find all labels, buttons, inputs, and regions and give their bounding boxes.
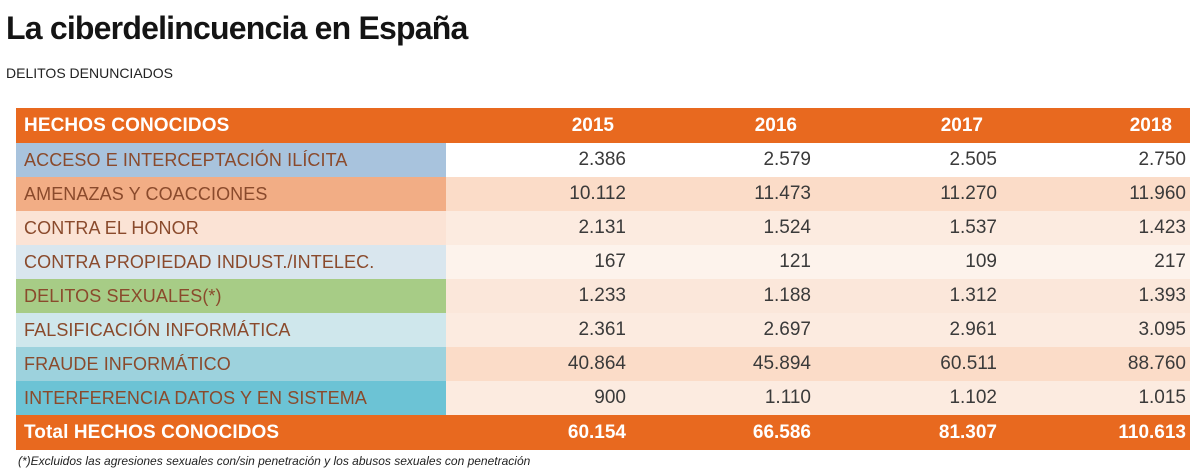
row-label: INTERFERENCIA DATOS Y EN SISTEMA — [16, 381, 446, 415]
table-header-row: HECHOS CONOCIDOS 2015 2016 2017 2018 — [16, 108, 1190, 143]
row-value-2015: 900 — [594, 387, 626, 408]
total-value-2017: 81.307 — [938, 421, 997, 443]
row-label: FRAUDE INFORMÁTICO — [16, 347, 446, 381]
row-value-2016: 45.894 — [752, 353, 811, 374]
row-value-2015: 10.112 — [569, 183, 626, 204]
row-value-2018: 11.960 — [1129, 183, 1186, 204]
row-value-2017: 2.961 — [949, 319, 997, 340]
table-row: ACCESO E INTERCEPTACIÓN ILÍCITA 2.386 2.57… — [16, 143, 1190, 177]
table-row: DELITOS SEXUALES(*) 1.233 1.188 1.312 1.393 — [16, 279, 1190, 313]
total-value-2018: 110.613 — [1118, 421, 1186, 443]
row-value-2017: 1.537 — [949, 217, 997, 238]
row-value-2018: 1.423 — [1138, 217, 1186, 238]
chart-title: La ciberdelincuencia en España — [6, 10, 468, 46]
chart-subtitle: DELITOS DENUNCIADOS — [6, 65, 173, 81]
row-value-2018: 88.760 — [1127, 353, 1186, 374]
table-total-row: Total HECHOS CONOCIDOS 60.154 66.586 81.… — [16, 415, 1190, 450]
crime-table: HECHOS CONOCIDOS 2015 2016 2017 2018 ACC… — [16, 108, 1190, 450]
row-value-2017: 1.312 — [949, 285, 997, 306]
row-value-2016: 121 — [779, 251, 811, 272]
total-label: Total HECHOS CONOCIDOS — [24, 421, 280, 443]
row-value-2015: 2.131 — [578, 217, 626, 238]
row-value-2016: 1.524 — [763, 217, 811, 238]
row-label: CONTRA PROPIEDAD INDUST./INTELEC. — [16, 245, 446, 279]
row-label: AMENAZAS Y COACCIONES — [16, 177, 446, 211]
row-value-2015: 40.864 — [567, 353, 626, 374]
row-label: DELITOS SEXUALES(*) — [16, 279, 446, 313]
row-value-2017: 11.270 — [940, 183, 997, 204]
footnote: (*)Excluidos las agresiones sexuales con… — [18, 454, 531, 468]
header-label: HECHOS CONOCIDOS — [24, 114, 230, 136]
row-value-2018: 3.095 — [1138, 319, 1186, 340]
row-value-2015: 1.233 — [578, 285, 626, 306]
table-row: AMENAZAS Y COACCIONES 10.112 11.473 11.270 1… — [16, 177, 1190, 211]
row-value-2017: 109 — [965, 251, 997, 272]
header-year-2018: 2018 — [1129, 114, 1172, 136]
row-value-2017: 60.511 — [940, 353, 997, 374]
row-value-2016: 1.188 — [763, 285, 811, 306]
row-value-2018: 1.393 — [1138, 285, 1186, 306]
header-year-2015: 2015 — [571, 114, 614, 136]
row-value-2017: 2.505 — [949, 149, 997, 170]
row-value-2016: 11.473 — [754, 183, 811, 204]
table-row: INTERFERENCIA DATOS Y EN SISTEMA 900 1.110… — [16, 381, 1190, 415]
table-body: ACCESO E INTERCEPTACIÓN ILÍCITA 2.386 2.57… — [16, 143, 1190, 415]
header-year-2017: 2017 — [940, 114, 983, 136]
row-value-2015: 2.361 — [578, 319, 626, 340]
row-value-2015: 2.386 — [578, 149, 626, 170]
table-row: FALSIFICACIÓN INFORMÁTICA 2.361 2.697 2.961… — [16, 313, 1190, 347]
table-row: FRAUDE INFORMÁTICO 40.864 45.894 60.511 88.7… — [16, 347, 1190, 381]
total-value-2016: 66.586 — [752, 421, 811, 443]
table-row: CONTRA PROPIEDAD INDUST./INTELEC. 167 121 1… — [16, 245, 1190, 279]
total-value-2015: 60.154 — [567, 421, 626, 443]
row-label: FALSIFICACIÓN INFORMÁTICA — [16, 313, 446, 347]
row-value-2018: 1.015 — [1138, 387, 1186, 408]
row-value-2015: 167 — [594, 251, 626, 272]
row-value-2017: 1.102 — [949, 387, 997, 408]
row-label: CONTRA EL HONOR — [16, 211, 446, 245]
row-value-2018: 2.750 — [1138, 149, 1186, 170]
header-year-2016: 2016 — [754, 114, 797, 136]
row-value-2016: 2.697 — [763, 319, 811, 340]
row-value-2016: 1.110 — [764, 387, 811, 408]
table-row: CONTRA EL HONOR 2.131 1.524 1.537 1.423 — [16, 211, 1190, 245]
row-value-2018: 217 — [1154, 251, 1186, 272]
row-label: ACCESO E INTERCEPTACIÓN ILÍCITA — [16, 143, 446, 177]
row-value-2016: 2.579 — [763, 149, 811, 170]
